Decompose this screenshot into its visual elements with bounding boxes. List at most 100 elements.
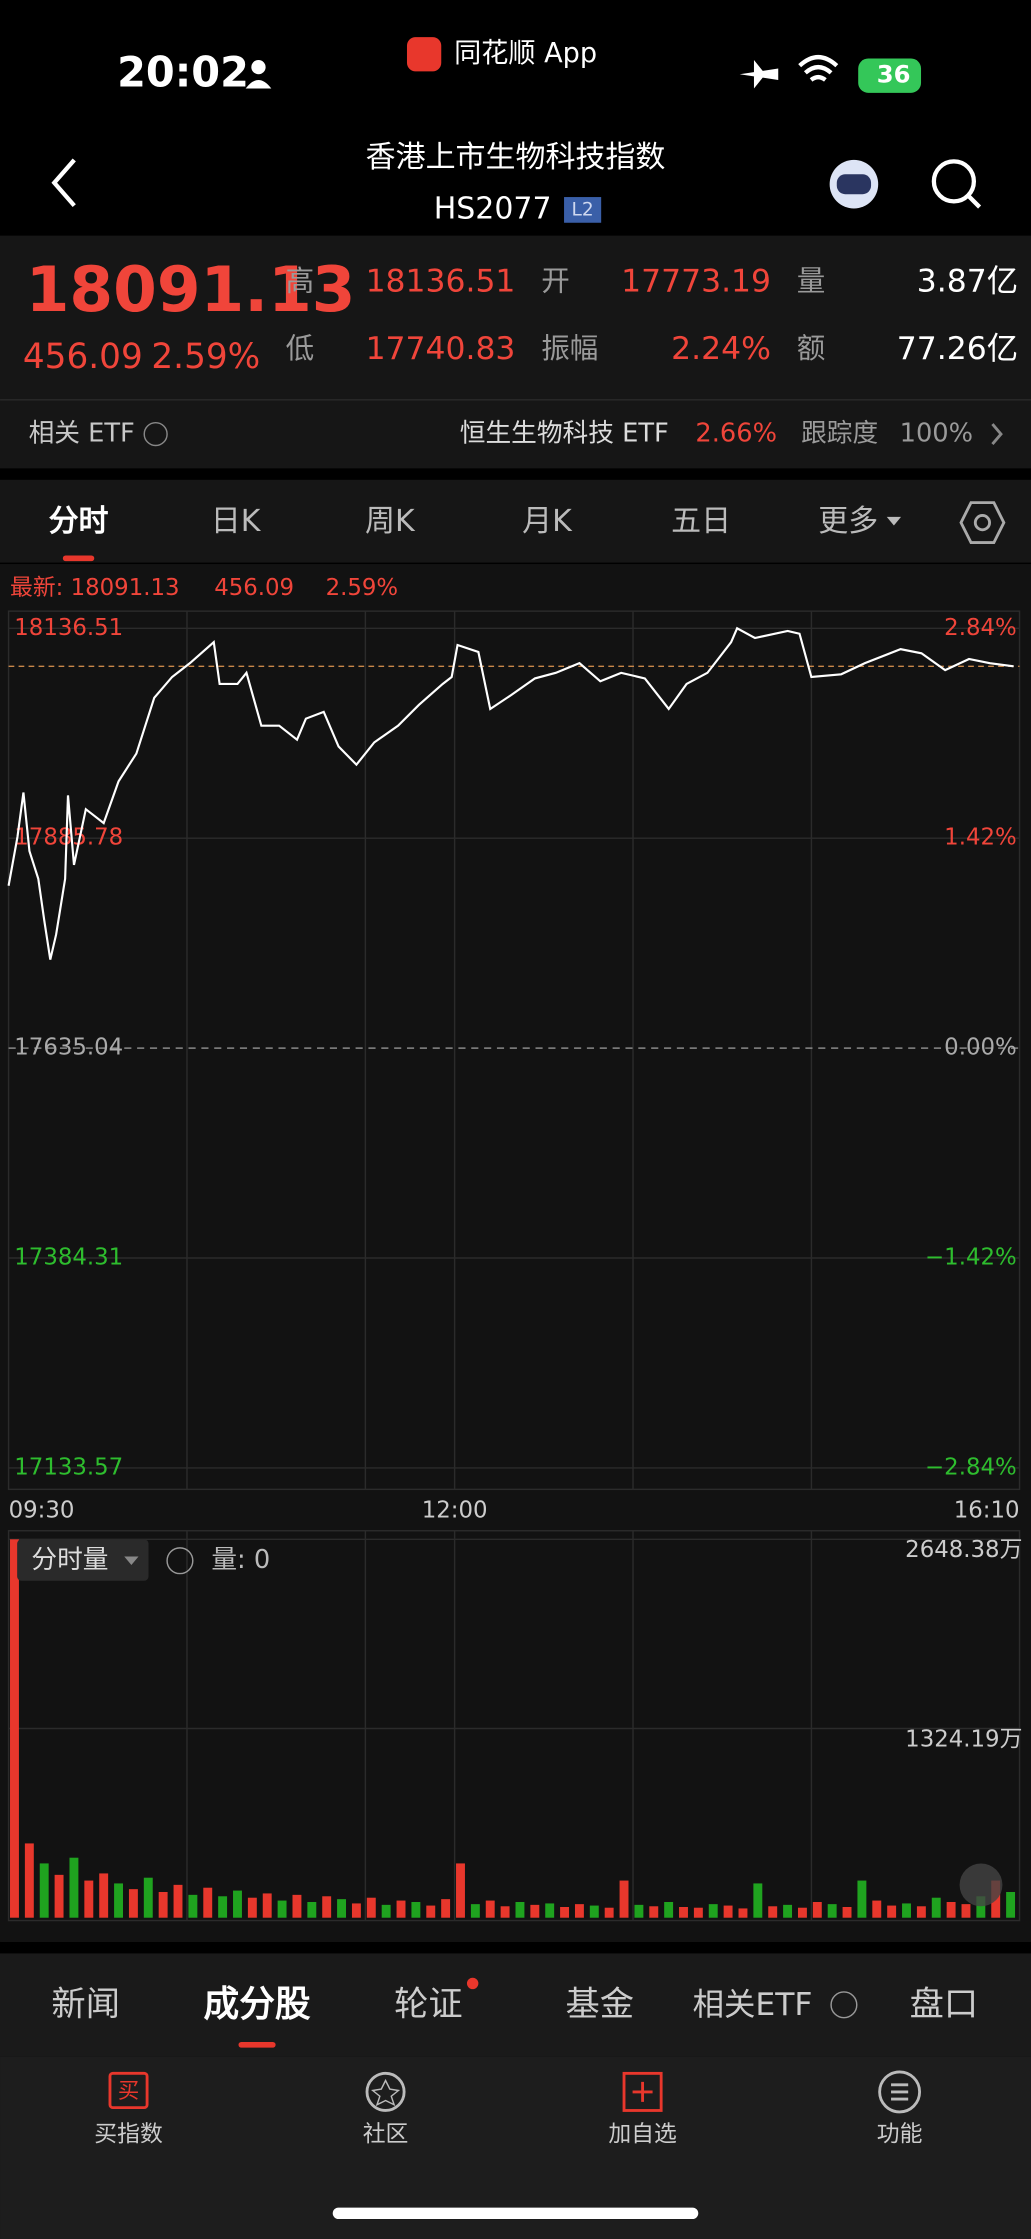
- settings-button[interactable]: [959, 501, 1006, 545]
- help-icon[interactable]: [830, 1991, 858, 2019]
- volume-bar: [396, 1900, 406, 1918]
- nav-item[interactable]: 买指数: [94, 2121, 163, 2147]
- dropdown-arrow: [124, 1556, 139, 1566]
- stat-label: 高: [286, 264, 315, 298]
- volume-bar: [173, 1884, 183, 1918]
- y-tick-label: 17885.78: [14, 825, 123, 851]
- volume-bar: [307, 1901, 317, 1918]
- user-icon: [251, 59, 266, 75]
- level-badge: [564, 197, 602, 223]
- back-button[interactable]: [51, 158, 76, 208]
- volume-bar: [322, 1896, 332, 1918]
- nav-item[interactable]: 加自选: [608, 2121, 677, 2147]
- volume-bar: [54, 1874, 64, 1918]
- period-tab[interactable]: 月K: [522, 504, 573, 539]
- y2-tick-label: 0.00%: [944, 1035, 1017, 1061]
- nav-item[interactable]: 功能: [877, 2121, 923, 2147]
- volume-selector[interactable]: [17, 1539, 149, 1581]
- volume-bar: [902, 1903, 911, 1918]
- volume-bar: [946, 1901, 956, 1918]
- period-tab[interactable]: 日K: [211, 504, 262, 539]
- price-chart-frame: [7, 610, 1021, 1491]
- y2-tick-label: −2.84%: [925, 1454, 1017, 1480]
- content-tab[interactable]: 成分股: [204, 1984, 311, 2025]
- y2-tick-label: −1.42%: [925, 1245, 1017, 1271]
- chevron: [991, 423, 1003, 446]
- volume-bar: [768, 1906, 778, 1918]
- stat-value: 77.26亿: [897, 331, 1018, 367]
- volume-bar: [381, 1904, 391, 1918]
- volume-bar: [247, 1897, 257, 1918]
- volume-bar: [411, 1901, 421, 1918]
- charts: 2.84% 18136.51 1.42% 17885.78 0.00% 17635.04 −…: [7, 611, 1022, 1921]
- volume-bar: [827, 1904, 837, 1918]
- x-tick-label: 09:30: [9, 1497, 75, 1523]
- buy-icon: [108, 2071, 149, 2110]
- volume-bar: [84, 1880, 94, 1918]
- battery: [858, 58, 922, 93]
- stat-label: 低: [286, 331, 315, 365]
- price-change-pct: 2.59%: [151, 337, 260, 377]
- volume-bar: [723, 1905, 733, 1918]
- period-tab[interactable]: 分时: [49, 504, 109, 539]
- volume-bar: [143, 1877, 153, 1918]
- notification-dot: [466, 1977, 479, 1990]
- dropdown-arrow: [886, 516, 902, 526]
- latest-pct: 2.59%: [326, 575, 399, 601]
- volume-bar: [515, 1901, 525, 1918]
- stat-label: 额: [797, 331, 826, 365]
- stat-label: 量: [797, 264, 826, 298]
- volume-bar: [1006, 1891, 1016, 1918]
- latest-price: 最新: 18091.13: [10, 575, 180, 601]
- volume-bar: [887, 1905, 897, 1918]
- volume-bar: [679, 1906, 688, 1918]
- content-tab[interactable]: 新闻: [51, 1985, 120, 2025]
- track-label: 跟踪度: [801, 419, 878, 449]
- help-icon[interactable]: [143, 421, 168, 447]
- nav-item[interactable]: 社区: [363, 2121, 409, 2147]
- period-tab[interactable]: 周K: [365, 504, 416, 539]
- x-tick-label: 16:10: [954, 1497, 1020, 1523]
- stat-value: 3.87亿: [917, 264, 1018, 300]
- search-button[interactable]: [931, 159, 977, 204]
- last-price: 18091.13: [26, 253, 356, 326]
- volume-bar: [738, 1908, 748, 1918]
- content-tab[interactable]: 盘口: [910, 1985, 979, 2025]
- volume-bar: [976, 1896, 986, 1918]
- volume-bar: [916, 1906, 926, 1918]
- period-tab[interactable]: 五日: [671, 504, 731, 539]
- content-tab[interactable]: 相关ETF: [693, 1987, 813, 2023]
- volume-bar: [10, 1539, 19, 1918]
- quote-panel: [0, 235, 1031, 400]
- etf-name[interactable]: 恒生生物科技 ETF: [460, 419, 669, 449]
- menu-icon: [891, 2083, 909, 2101]
- app-icon: [406, 37, 442, 72]
- clock: 20:02: [117, 49, 249, 97]
- volume-bar: [753, 1883, 763, 1918]
- stat-value: 17740.83: [366, 331, 516, 367]
- help-icon[interactable]: [166, 1547, 194, 1575]
- volume-bar: [351, 1903, 361, 1918]
- volume-bar: [262, 1893, 272, 1918]
- volume-bar: [366, 1897, 376, 1918]
- latest-change: 456.09: [214, 575, 294, 601]
- y-tick-label: 17635.04: [14, 1035, 123, 1061]
- content-tab[interactable]: 轮证: [394, 1985, 463, 2025]
- period-tabs: [0, 479, 1031, 563]
- stat-value: 2.24%: [671, 331, 771, 367]
- volume-bar: [233, 1890, 242, 1918]
- y-tick-label: 18136.51: [14, 615, 123, 641]
- volume-bar: [693, 1907, 703, 1918]
- content-tab[interactable]: 基金: [565, 1985, 634, 2025]
- y-tick-label: 17133.57: [14, 1454, 123, 1480]
- battery-level: 36: [877, 60, 911, 89]
- assistant-face: [836, 174, 872, 195]
- volume-bar: [337, 1899, 347, 1918]
- period-tab[interactable]: 更多: [818, 504, 878, 539]
- volume-bar: [842, 1906, 852, 1918]
- home-indicator: [332, 2207, 699, 2220]
- volume-bar: [649, 1906, 659, 1918]
- user-icon: [245, 79, 272, 89]
- volume-bar: [619, 1880, 629, 1918]
- fullscreen-button[interactable]: [959, 1863, 1003, 1907]
